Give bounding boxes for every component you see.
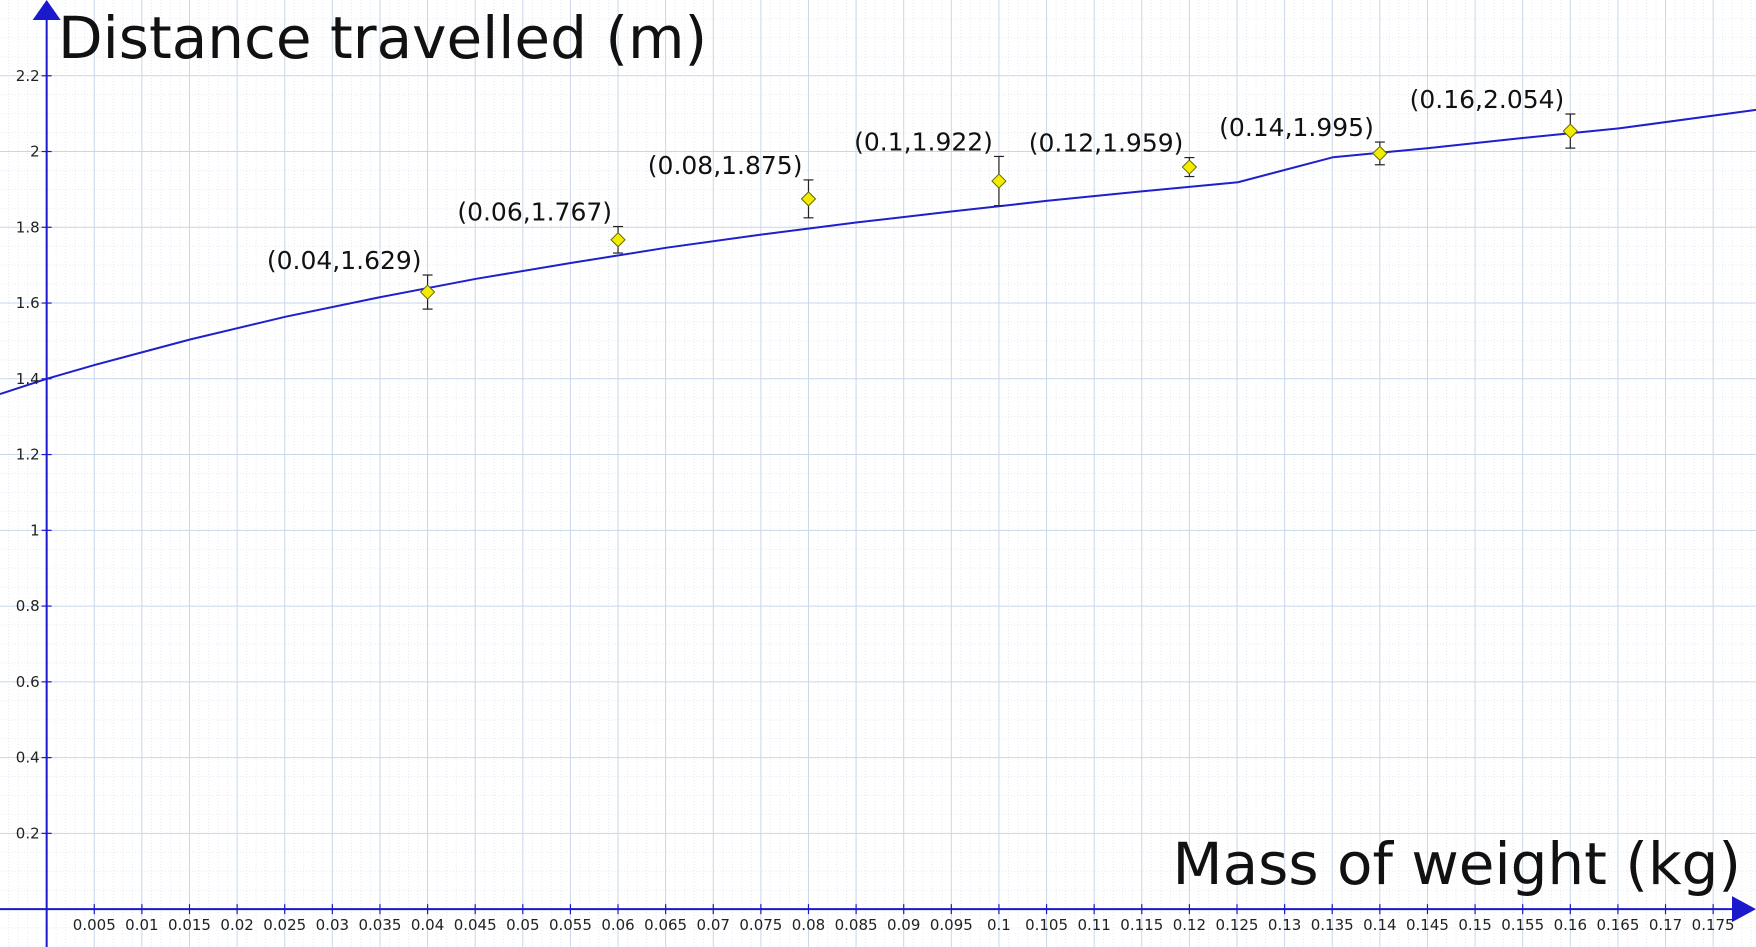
x-tick-label: 0.105 [1025, 916, 1068, 934]
x-tick-label: 0.165 [1596, 916, 1639, 934]
x-tick-label: 0.09 [887, 916, 920, 934]
x-tick-label: 0.04 [411, 916, 444, 934]
x-tick-label: 0.125 [1216, 916, 1259, 934]
data-point-marker [800, 191, 817, 207]
x-tick-label: 0.035 [358, 916, 401, 934]
x-tick-label: 0.085 [835, 916, 878, 934]
data-point-label: (0.14,1.995) [1219, 113, 1374, 142]
x-tick-label: 0.045 [454, 916, 497, 934]
data-point-marker [610, 232, 626, 248]
x-tick-label: 0.02 [220, 916, 253, 934]
data-point-marker [1181, 159, 1198, 175]
x-tick-label: 0.1 [987, 916, 1011, 934]
y-tick-label: 0.4 [16, 749, 40, 767]
y-tick-label: 1 [30, 521, 40, 539]
x-tick-label: 0.03 [316, 916, 349, 934]
y-tick-label: 1.6 [16, 294, 40, 312]
data-point-label: (0.12,1.959) [1029, 129, 1184, 158]
data-point-label: (0.04,1.629) [267, 246, 422, 275]
data-point-label: (0.06,1.767) [457, 198, 612, 227]
data-point-label: (0.1,1.922) [854, 127, 993, 156]
data-point-label: (0.16,2.054) [1410, 85, 1565, 114]
x-tick-label: 0.135 [1311, 916, 1354, 934]
x-tick-label: 0.075 [739, 916, 782, 934]
y-axis-title: Distance travelled (m) [58, 4, 707, 72]
x-axis-arrowhead [1732, 896, 1756, 923]
data-point-label: (0.08,1.875) [648, 151, 803, 180]
data-point-marker [419, 284, 436, 300]
y-tick-label: 0.6 [16, 673, 40, 691]
x-tick-label: 0.11 [1077, 916, 1110, 934]
x-tick-label: 0.055 [549, 916, 592, 934]
x-tick-label: 0.025 [263, 916, 306, 934]
tick-marks-and-labels: 0.005 0.01 0.015 0.02 0.025 0.03 0.035 0.04 0.04… [16, 67, 1735, 934]
data-point-marker [1372, 145, 1388, 162]
x-tick-label: 0.005 [73, 916, 116, 934]
x-tick-label: 0.08 [792, 916, 825, 934]
x-tick-label: 0.095 [930, 916, 973, 934]
y-tick-label: 2 [30, 143, 40, 161]
data-point-marker [1562, 123, 1579, 139]
x-tick-label: 0.17 [1649, 916, 1682, 934]
x-tick-label: 0.115 [1120, 916, 1163, 934]
fit-curve [0, 108, 1756, 395]
x-tick-label: 0.12 [1173, 916, 1206, 934]
x-tick-label: 0.07 [697, 916, 730, 934]
x-tick-label: 0.065 [644, 916, 687, 934]
x-tick-label: 0.06 [601, 916, 634, 934]
x-tick-label: 0.175 [1692, 916, 1735, 934]
y-tick-label: 0.2 [16, 824, 40, 842]
y-axis-arrowhead [32, 0, 61, 20]
x-tick-label: 0.155 [1501, 916, 1544, 934]
y-tick-label: 0.8 [16, 597, 40, 615]
x-tick-label: 0.14 [1363, 916, 1396, 934]
data-points-layer: (0.04,1.629) (0.06,1.767) (0.08,1.875) (0.1… [267, 85, 1579, 310]
x-tick-label: 0.05 [506, 916, 539, 934]
x-tick-label: 0.15 [1458, 916, 1491, 934]
fit-curve-layer [0, 108, 1756, 395]
x-tick-label: 0.015 [168, 916, 211, 934]
data-point-marker [991, 173, 1007, 189]
x-tick-label: 0.01 [125, 916, 158, 934]
y-tick-label: 1.2 [16, 446, 40, 464]
y-tick-label: 1.4 [16, 370, 40, 388]
x-axis-title: Mass of weight (kg) [1173, 830, 1741, 898]
x-tick-label: 0.13 [1268, 916, 1301, 934]
x-tick-label: 0.145 [1406, 916, 1449, 934]
y-tick-label: 2.2 [16, 67, 40, 85]
x-tick-label: 0.16 [1554, 916, 1587, 934]
y-tick-label: 1.8 [16, 218, 40, 236]
